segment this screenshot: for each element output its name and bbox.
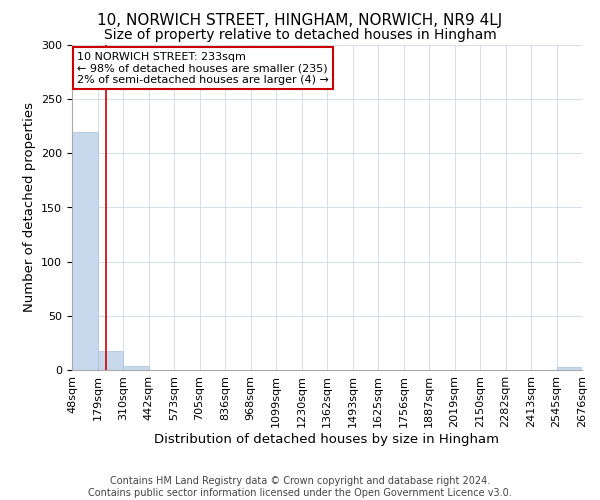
Text: 10 NORWICH STREET: 233sqm
← 98% of detached houses are smaller (235)
2% of semi-: 10 NORWICH STREET: 233sqm ← 98% of detac… — [77, 52, 329, 84]
Text: Contains HM Land Registry data © Crown copyright and database right 2024.
Contai: Contains HM Land Registry data © Crown c… — [88, 476, 512, 498]
Bar — [72, 132, 97, 370]
Bar — [97, 350, 123, 370]
Y-axis label: Number of detached properties: Number of detached properties — [23, 102, 35, 312]
Text: Size of property relative to detached houses in Hingham: Size of property relative to detached ho… — [104, 28, 496, 42]
Text: 10, NORWICH STREET, HINGHAM, NORWICH, NR9 4LJ: 10, NORWICH STREET, HINGHAM, NORWICH, NR… — [97, 12, 503, 28]
X-axis label: Distribution of detached houses by size in Hingham: Distribution of detached houses by size … — [155, 432, 499, 446]
Bar — [557, 367, 582, 370]
Bar — [123, 366, 149, 370]
